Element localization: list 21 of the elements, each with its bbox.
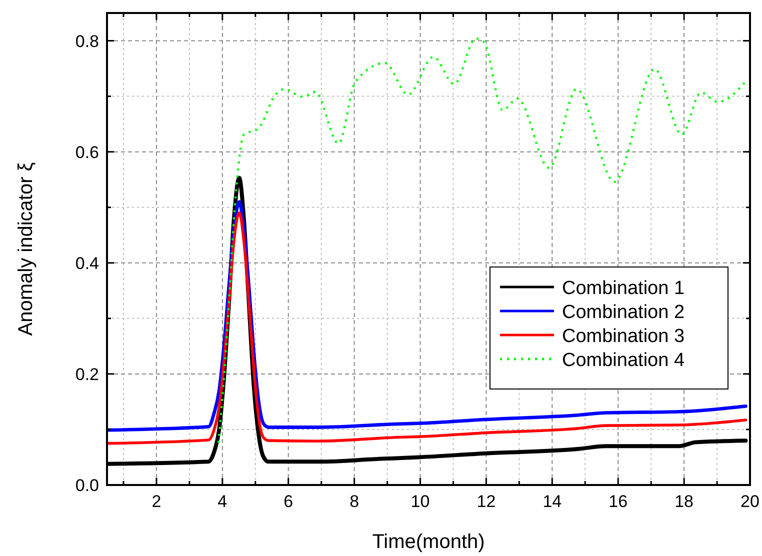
y-tick-label: 0.6: [75, 142, 99, 162]
x-tick-label: 12: [476, 492, 496, 511]
x-tick-label: 14: [542, 492, 562, 511]
y-tick-label: 0.4: [75, 254, 99, 273]
legend-label: Combination 2: [562, 302, 685, 323]
x-tick-label: 8: [350, 492, 360, 511]
x-tick-label: 18: [674, 492, 694, 511]
x-tick-label: 20: [740, 492, 760, 511]
x-tick-label: 16: [608, 492, 628, 511]
x-tick-label: 2: [152, 492, 162, 511]
x-axis-title: Time(month): [372, 531, 485, 553]
legend-label: Combination 4: [562, 350, 685, 371]
x-tick-label: 10: [410, 492, 430, 511]
x-tick-label: 6: [284, 492, 294, 511]
y-tick-label: 0.8: [75, 32, 99, 51]
y-tick-label: 0.2: [75, 364, 99, 384]
legend-label: Combination 3: [562, 326, 685, 347]
y-tick-label: 0.0: [75, 476, 99, 495]
x-tick-label: 4: [218, 492, 228, 511]
legend-label: Combination 1: [562, 278, 685, 299]
y-axis-title: Anomaly indicator ξ: [15, 162, 37, 336]
